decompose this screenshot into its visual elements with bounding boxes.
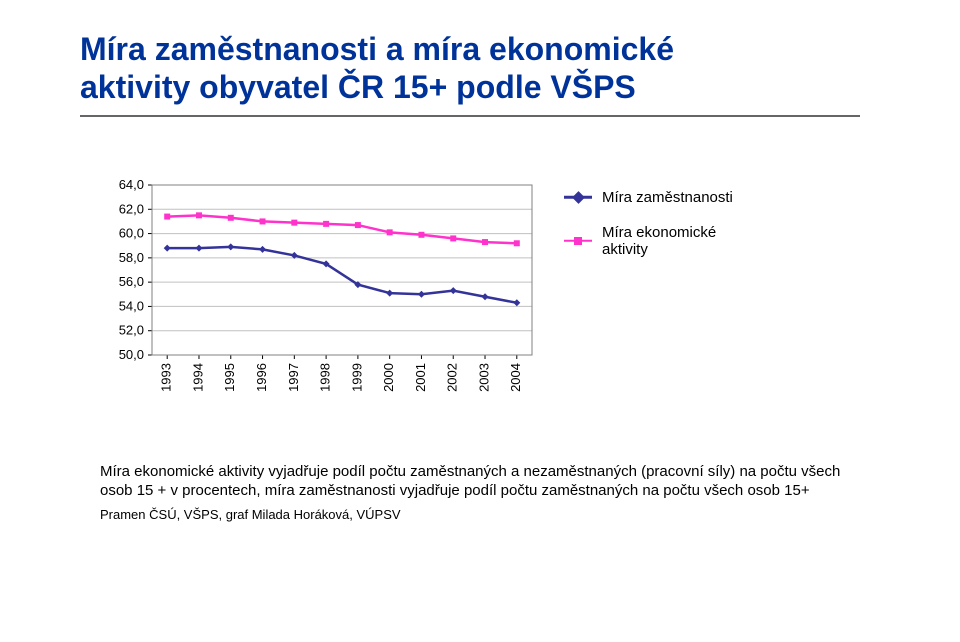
svg-text:2004: 2004: [508, 363, 523, 392]
svg-text:60,0: 60,0: [119, 225, 144, 240]
svg-text:58,0: 58,0: [119, 250, 144, 265]
svg-text:52,0: 52,0: [119, 322, 144, 337]
legend-item-aktivity: Míra ekonomické aktivity: [564, 224, 733, 258]
title-line-1: Míra zaměstnanosti a míra ekonomické: [80, 31, 674, 67]
svg-text:1993: 1993: [159, 363, 174, 392]
svg-text:2002: 2002: [445, 363, 460, 392]
note-text: Míra ekonomické aktivity vyjadřuje podíl…: [100, 462, 860, 501]
legend-swatch-2: [564, 234, 592, 248]
legend-swatch-1: [564, 190, 592, 204]
legend: Míra zaměstnanosti Míra ekonomické aktiv…: [564, 189, 733, 258]
svg-text:2001: 2001: [413, 363, 428, 392]
source-text: Pramen ČSÚ, VŠPS, graf Milada Horáková, …: [100, 507, 900, 522]
svg-text:2003: 2003: [476, 363, 491, 392]
title-underline: [80, 115, 860, 117]
legend-label-1: Míra zaměstnanosti: [602, 189, 733, 206]
svg-text:54,0: 54,0: [119, 298, 144, 313]
svg-text:1997: 1997: [286, 363, 301, 392]
legend-label-2: Míra ekonomické aktivity: [602, 224, 716, 258]
chart-container: 50,0 52,0 54,0 56,0 58,0 60,0 62,0 64,0 1993 1994…: [100, 177, 540, 412]
svg-text:1994: 1994: [190, 363, 205, 392]
svg-text:1998: 1998: [318, 363, 333, 392]
svg-text:64,0: 64,0: [119, 177, 144, 192]
svg-text:62,0: 62,0: [119, 201, 144, 216]
legend-item-zamestnanosti: Míra zaměstnanosti: [564, 189, 733, 206]
svg-text:2000: 2000: [381, 363, 396, 392]
svg-text:56,0: 56,0: [119, 274, 144, 289]
chart: 50,0 52,0 54,0 56,0 58,0 60,0 62,0 64,0 1993 1994…: [100, 177, 540, 407]
svg-text:1996: 1996: [254, 363, 269, 392]
svg-text:50,0: 50,0: [119, 347, 144, 362]
svg-text:1995: 1995: [222, 363, 237, 392]
svg-text:1999: 1999: [349, 363, 364, 392]
page-title: Míra zaměstnanosti a míra ekonomické akt…: [80, 30, 900, 107]
title-line-2: aktivity obyvatel ČR 15+ podle VŠPS: [80, 69, 636, 105]
